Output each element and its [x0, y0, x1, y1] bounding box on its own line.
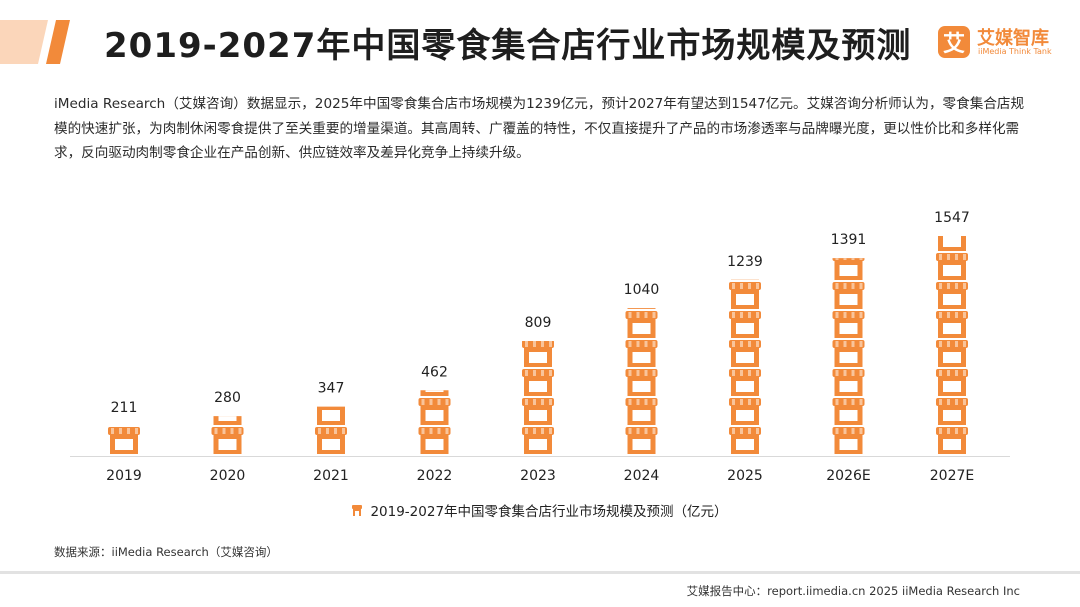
data-label-2024: 1040 — [624, 282, 660, 298]
data-label-2021: 347 — [318, 381, 345, 397]
logo-subtext: iiMedia Think Tank — [978, 47, 1052, 56]
description-paragraph: iMedia Research（艾媒咨询）数据显示，2025年中国零食集合店市场… — [54, 96, 1025, 161]
legend-label: 2019-2027年中国零食集合店行业市场规模及预测（亿元） — [370, 504, 728, 520]
logo-mark-icon: 艾 — [938, 26, 970, 58]
x-tick-2027E: 2027E — [930, 468, 974, 484]
bar-2026E — [832, 258, 865, 454]
title-decoration-stripes — [0, 20, 70, 64]
bar-2022 — [418, 390, 451, 454]
x-tick-2023: 2023 — [520, 468, 556, 484]
bar-2020 — [211, 416, 244, 454]
data-label-2025: 1239 — [727, 254, 763, 270]
footer-text: 艾媒报告中心：report.iimedia.cn 2025 iiMedia Re… — [686, 584, 1020, 598]
data-label-2019: 211 — [111, 400, 138, 416]
chart-legend: 2019-2027年中国零食集合店行业市场规模及预测（亿元） — [0, 500, 1080, 520]
bar-2025 — [729, 279, 761, 454]
bar-2024 — [625, 308, 658, 454]
bar-2027E — [936, 236, 968, 454]
data-label-2023: 809 — [525, 315, 552, 331]
storefront-icon — [352, 504, 363, 516]
brand-logo: 艾 艾媒智库 iiMedia Think Tank — [938, 24, 1068, 60]
logo-text: 艾媒智库 — [977, 28, 1049, 49]
data-source-note: 数据来源：iiMedia Research（艾媒咨询） — [54, 545, 278, 559]
x-tick-2020: 2020 — [210, 468, 246, 484]
x-tick-2024: 2024 — [624, 468, 660, 484]
x-tick-2022: 2022 — [417, 468, 453, 484]
bar-chart: 211 2019 280 2020 347 2021 462 2022 809 2023 1040 2… — [70, 210, 1010, 484]
data-label-2027E: 1547 — [934, 210, 970, 226]
x-tick-2021: 2021 — [313, 468, 349, 484]
x-tick-2019: 2019 — [106, 468, 142, 484]
footer-divider — [0, 571, 1080, 574]
data-label-2020: 280 — [214, 390, 241, 406]
x-tick-2026E: 2026E — [826, 468, 870, 484]
bar-2019 — [108, 427, 140, 454]
page-title: 2019-2027年中国零食集合店行业市场规模及预测 — [104, 26, 912, 66]
data-label-2026E: 1391 — [831, 232, 867, 248]
bar-2021 — [315, 406, 347, 454]
bar-2023 — [522, 340, 554, 454]
x-tick-2025: 2025 — [727, 468, 763, 484]
data-label-2022: 462 — [421, 364, 448, 380]
